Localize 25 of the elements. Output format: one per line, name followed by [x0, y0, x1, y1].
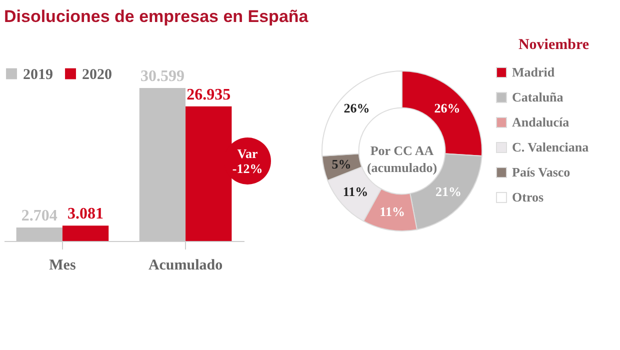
x-tick-label: Mes [49, 258, 76, 274]
legend-label: C. Valenciana [512, 140, 590, 154]
chart-title: Disoluciones de empresas en España [4, 7, 309, 26]
text: Por CC AA (acumulado) [366, 143, 438, 175]
data-label: 3.081 [68, 206, 104, 223]
data-label: 5% [332, 156, 352, 172]
data-label: 21% [436, 184, 462, 199]
legend-label: 2019 [23, 66, 53, 83]
legend-label: Andalucía [512, 114, 570, 130]
bar [62, 226, 109, 241]
data-label: 11% [342, 184, 368, 199]
data-label: 26.935 [186, 86, 231, 104]
annotation: Var -12% [232, 146, 263, 176]
chart-title: Noviembre [518, 37, 590, 53]
data-label: 30.599 [140, 68, 184, 86]
x-tick-label: Acumulado [148, 258, 223, 274]
legend-label: País Vasco [512, 164, 570, 180]
legend-label: 2020 [82, 66, 112, 83]
data-label: 26% [434, 100, 460, 116]
legend-label: Cataluña [512, 90, 564, 104]
data-label: 26% [344, 100, 370, 116]
legend-label: Madrid [512, 64, 556, 80]
data-label: 11% [380, 204, 405, 220]
data-label: 2.704 [21, 207, 58, 224]
legend-label: Otros [512, 190, 544, 204]
